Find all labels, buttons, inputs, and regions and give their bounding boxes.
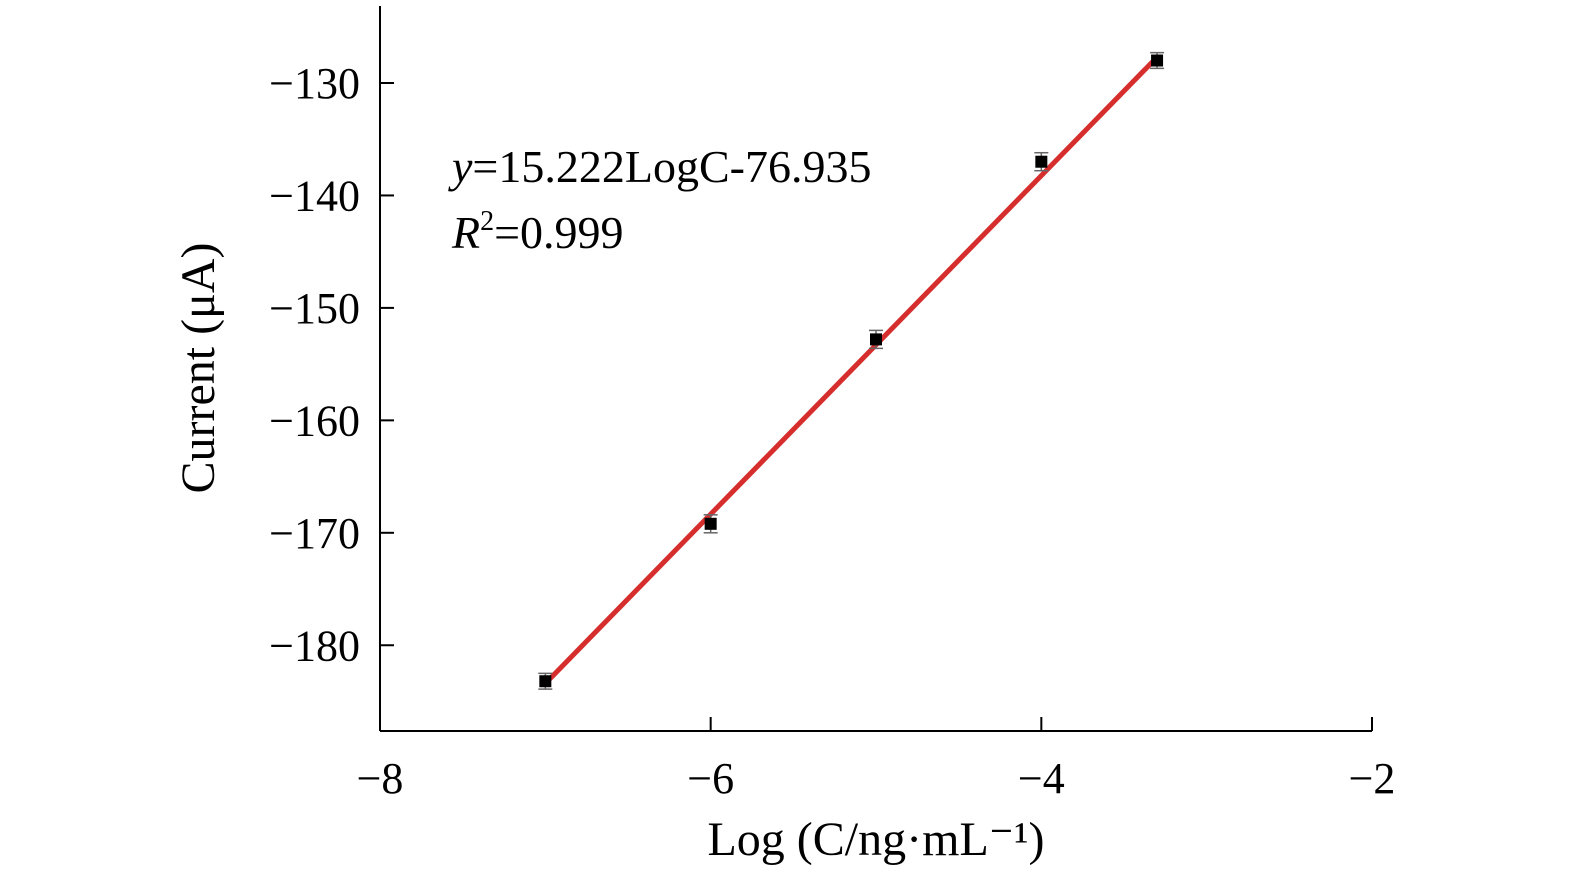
equation-text: =15.222LogC-76.935: [472, 141, 871, 192]
y-tick-label: −150: [269, 284, 360, 333]
r-squared-variable: R: [451, 207, 480, 258]
y-tick-label: −160: [269, 396, 360, 445]
data-point: [704, 517, 717, 530]
equation-label: y=15.222LogC-76.935: [448, 141, 871, 192]
y-tick-label: −170: [269, 509, 360, 558]
x-tick-label: −2: [1349, 754, 1396, 803]
x-axis-title: Log (C/ng·mL⁻¹): [707, 813, 1044, 866]
data-point: [870, 333, 882, 346]
x-tick-label: −8: [357, 754, 404, 803]
r-squared-label: R2=0.999: [451, 206, 624, 258]
r-squared-text: =0.999: [494, 207, 623, 258]
fit-line: [543, 55, 1159, 686]
y-tick-label: −130: [269, 59, 360, 108]
equation-variable: y: [448, 141, 473, 192]
axes: [379, 6, 1372, 732]
y-ticks: −180 −170 −160 −150 −140 −130: [269, 59, 394, 670]
data-point: [1035, 155, 1048, 168]
x-ticks: −8 −6 −4 −2: [357, 717, 1396, 803]
y-tick-label: −140: [269, 171, 360, 220]
data-point: [1151, 54, 1164, 67]
y-tick-label: −180: [269, 621, 360, 670]
r-squared-superscript: 2: [480, 206, 494, 237]
fit-line-group: [543, 55, 1159, 686]
data-point: [539, 675, 552, 688]
y-axis-title: Current (μA): [172, 243, 225, 494]
x-tick-label: −4: [1018, 754, 1065, 803]
data-points: [538, 51, 1165, 690]
x-tick-label: −6: [687, 754, 734, 803]
